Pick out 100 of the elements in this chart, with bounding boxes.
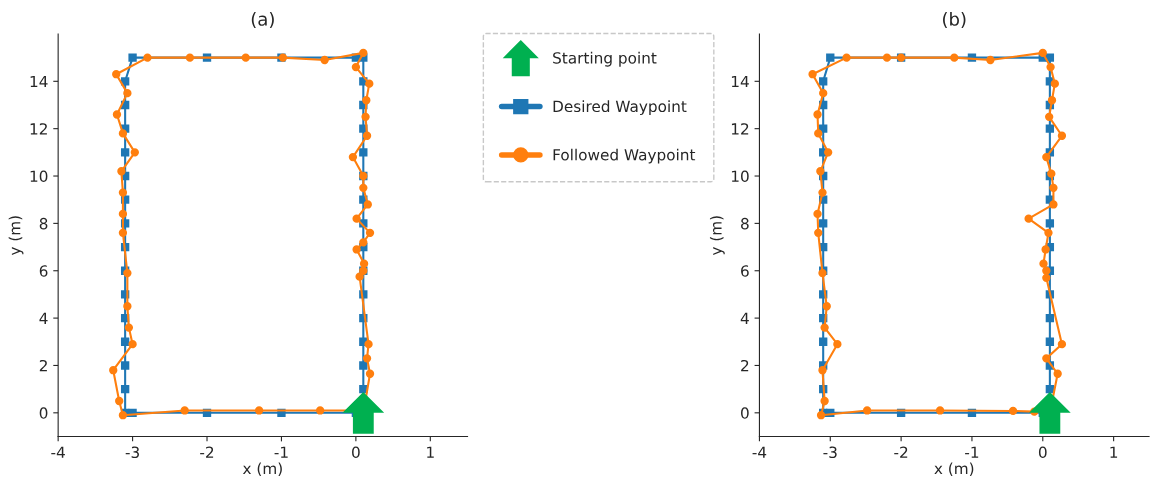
- point: [112, 110, 122, 119]
- x-axis-title: x (m): [242, 462, 282, 477]
- x-tick-label: -1: [274, 446, 288, 458]
- point: [120, 361, 130, 370]
- point: [1047, 96, 1057, 105]
- point: [120, 384, 130, 394]
- point: [1042, 152, 1051, 162]
- point: [1024, 214, 1033, 223]
- point: [1042, 266, 1051, 275]
- point: [813, 209, 822, 219]
- point: [117, 167, 126, 176]
- point: [124, 323, 134, 332]
- x-tick-label: -3: [823, 446, 837, 459]
- point: [1045, 219, 1055, 228]
- y-tick-label: 0: [39, 407, 48, 419]
- x-tick-label: -1: [965, 446, 979, 458]
- x-tick-label: 1: [427, 446, 434, 458]
- y-tick-label: 4: [740, 312, 749, 324]
- point: [1008, 406, 1018, 416]
- y-tick-label: 6: [39, 265, 48, 277]
- legend-label: Followed Waypoint: [553, 148, 696, 164]
- y-tick-label: 10: [731, 170, 749, 183]
- point: [241, 53, 250, 62]
- point: [820, 396, 829, 406]
- point: [359, 183, 368, 193]
- point: [819, 88, 828, 98]
- point: [254, 406, 264, 415]
- x-tick-label: 1: [1110, 446, 1118, 458]
- point: [351, 62, 361, 72]
- point: [882, 53, 892, 62]
- point: [359, 259, 369, 268]
- point: [352, 245, 361, 254]
- point: [1029, 391, 1071, 434]
- point: [180, 406, 189, 415]
- x-tick-label: -4: [752, 446, 767, 458]
- point: [822, 302, 831, 311]
- point: [814, 228, 823, 238]
- y-tick-label: 10: [30, 170, 48, 183]
- point: [362, 354, 372, 363]
- point: [814, 129, 823, 138]
- legend-label: Starting point: [553, 51, 657, 67]
- point: [1050, 79, 1059, 88]
- x-tick-label: 0: [352, 446, 360, 459]
- point: [365, 79, 374, 88]
- point: [842, 53, 851, 62]
- point: [823, 148, 833, 157]
- x-tick-label: 0: [1038, 446, 1047, 459]
- point: [813, 110, 822, 119]
- point: [359, 148, 368, 157]
- x-tick-label: -2: [894, 446, 908, 458]
- point: [1045, 337, 1055, 346]
- x-tick-label: -2: [200, 446, 214, 458]
- y-tick-label: 4: [39, 312, 48, 324]
- point: [1057, 339, 1067, 349]
- point: [820, 323, 829, 332]
- y-tick-label: 14: [731, 75, 749, 88]
- point: [819, 219, 828, 228]
- point: [818, 188, 827, 197]
- chart-title: (b): [943, 11, 966, 28]
- point: [348, 152, 358, 162]
- chart-title: (a): [251, 11, 274, 28]
- point: [365, 228, 375, 238]
- y-tick-label: 6: [741, 265, 749, 277]
- x-tick-label: -4: [51, 446, 65, 458]
- point: [816, 167, 825, 176]
- y-axis-title: y (m): [709, 216, 725, 256]
- point: [1045, 313, 1055, 323]
- point: [986, 55, 995, 65]
- x-tick-label: -3: [125, 446, 139, 459]
- point: [123, 302, 132, 311]
- y-tick-label: 12: [30, 123, 47, 135]
- point: [320, 55, 329, 65]
- point: [826, 53, 835, 62]
- point: [1049, 183, 1058, 193]
- point: [362, 131, 372, 140]
- point: [361, 112, 370, 121]
- point: [143, 53, 152, 62]
- y-tick-label: 2: [741, 359, 749, 372]
- point: [1044, 228, 1053, 238]
- point: [1046, 62, 1055, 72]
- point: [112, 70, 121, 79]
- point: [1049, 200, 1058, 209]
- point: [359, 361, 368, 370]
- point: [359, 48, 368, 58]
- y-tick-label: 0: [741, 407, 749, 419]
- y-tick-label: 12: [731, 123, 749, 135]
- point: [833, 339, 842, 349]
- point: [118, 209, 128, 219]
- point: [365, 369, 375, 378]
- point: [109, 366, 118, 375]
- point: [185, 53, 195, 62]
- point: [118, 228, 128, 238]
- point: [1039, 259, 1048, 268]
- point: [128, 53, 137, 62]
- point: [819, 337, 828, 346]
- y-tick-label: 2: [39, 359, 47, 372]
- legend-label: Desired Waypoint: [553, 100, 687, 116]
- point: [1045, 124, 1055, 133]
- y-axis-title: y (m): [8, 216, 24, 256]
- point: [1041, 245, 1050, 254]
